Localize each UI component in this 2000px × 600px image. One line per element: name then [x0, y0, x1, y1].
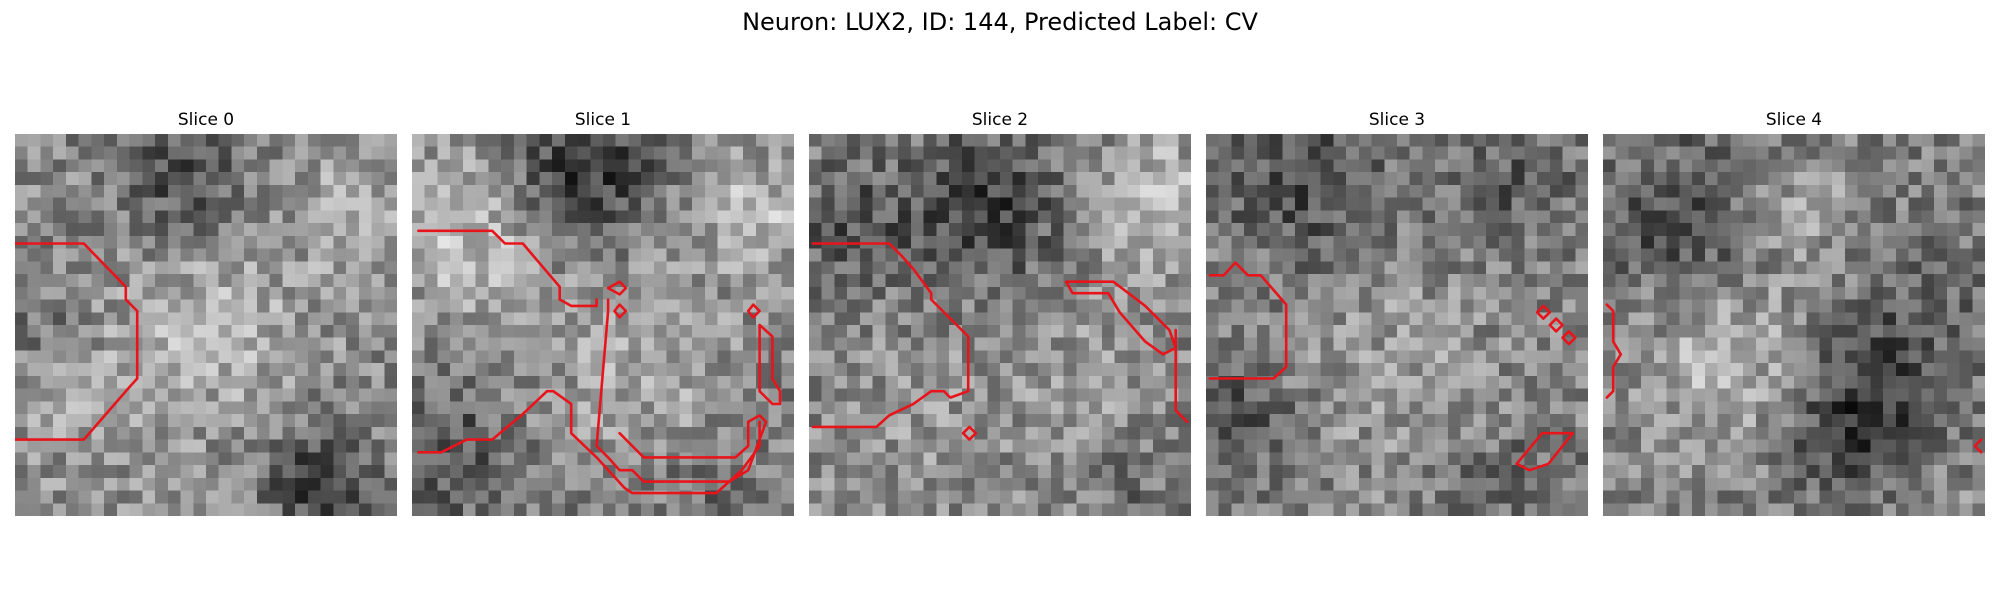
- contour-group: [811, 242, 1189, 441]
- pixel-grid: [15, 134, 397, 516]
- pixel-grid: [809, 134, 1191, 516]
- slice-image-3: [1206, 134, 1588, 516]
- slice-image-4: [1603, 134, 1985, 516]
- contour-line: [1561, 330, 1577, 346]
- slice-panel-0: Slice 0: [15, 0, 397, 600]
- contour-line: [417, 229, 598, 308]
- contour-line: [595, 298, 761, 483]
- slice-svg-2: [809, 134, 1191, 516]
- slice-title-0: Slice 0: [177, 110, 235, 130]
- contour-line: [746, 303, 761, 319]
- contour-line: [1515, 431, 1575, 472]
- contour-line: [417, 389, 555, 454]
- contour-line: [613, 303, 628, 319]
- contour-group: [15, 242, 139, 441]
- slice-panel-4: Slice 4: [1603, 0, 1985, 600]
- contour-line: [15, 242, 139, 441]
- contour-line: [552, 389, 768, 495]
- slice-image-2: [809, 134, 1191, 516]
- slice-image-0: [15, 134, 397, 516]
- slice-panel-1: Slice 1: [412, 0, 794, 600]
- contour-line: [758, 323, 782, 406]
- pixel-grid: [412, 134, 794, 516]
- slice-svg-3: [1206, 134, 1588, 516]
- contour-group: [1605, 303, 1983, 454]
- contour-line: [1548, 317, 1564, 333]
- contour-line: [1208, 261, 1288, 380]
- contour-group: [1208, 261, 1577, 472]
- slice-image-1: [412, 134, 794, 516]
- contour-line: [1174, 328, 1189, 424]
- contour-line: [606, 280, 628, 296]
- contour-line: [1535, 304, 1552, 320]
- slice-panel-3: Slice 3: [1206, 0, 1588, 600]
- slice-svg-0: [15, 134, 397, 516]
- contour-line: [1605, 303, 1623, 399]
- pixel-grid: [1206, 134, 1588, 516]
- slice-svg-1: [412, 134, 794, 516]
- slice-title-1: Slice 1: [574, 110, 632, 130]
- figure-title: Neuron: LUX2, ID: 144, Predicted Label: …: [742, 8, 1258, 36]
- pixel-grid: [1603, 134, 1985, 516]
- contour-line: [1064, 280, 1178, 356]
- contour-line: [811, 242, 970, 429]
- slice-svg-4: [1603, 134, 1985, 516]
- contour-line: [961, 425, 978, 441]
- slice-title-2: Slice 2: [971, 110, 1029, 130]
- contour-group: [417, 229, 782, 495]
- slice-title-3: Slice 3: [1368, 110, 1426, 130]
- slice-title-4: Slice 4: [1765, 110, 1823, 130]
- slice-panel-2: Slice 2: [809, 0, 1191, 600]
- contour-line: [1973, 438, 1983, 454]
